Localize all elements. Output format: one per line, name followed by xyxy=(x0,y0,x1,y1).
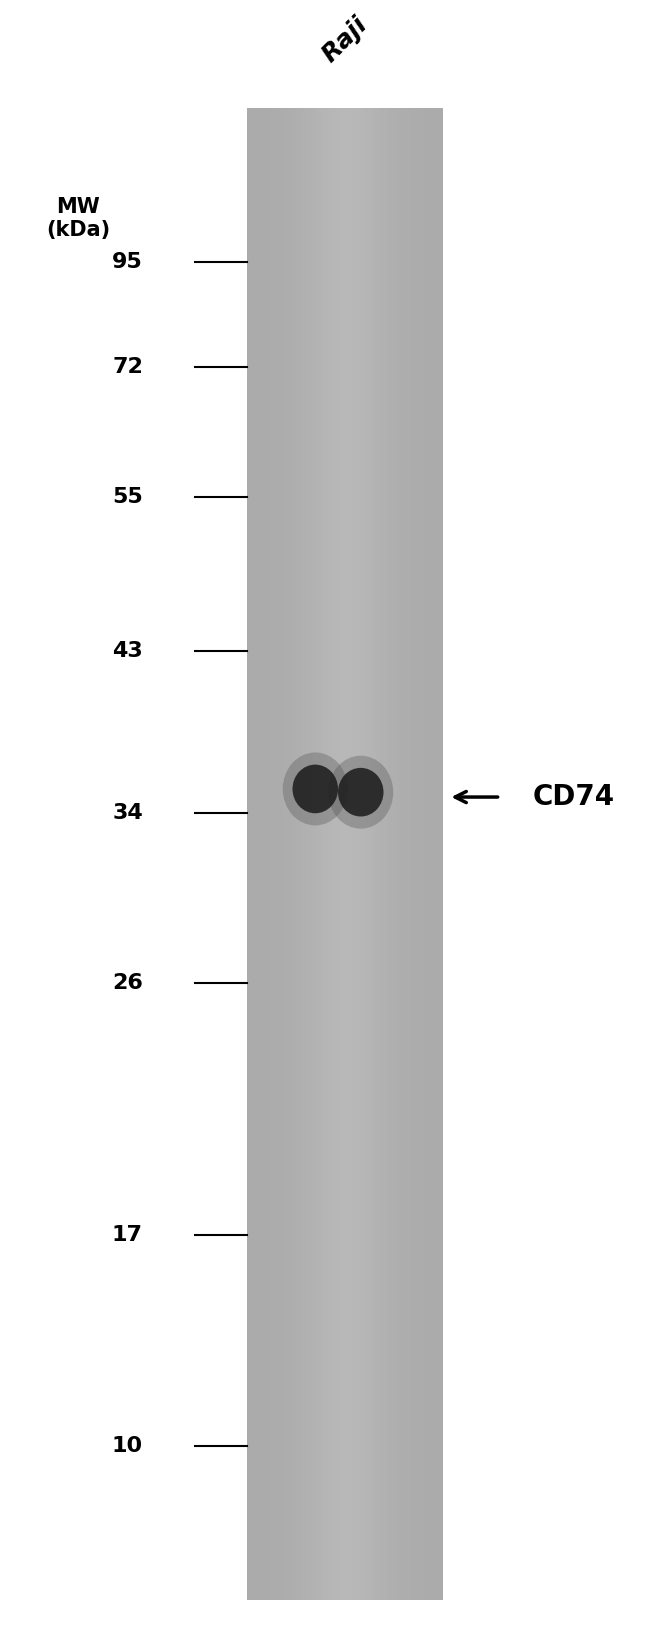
Bar xyxy=(432,108,436,1599)
Bar xyxy=(436,108,439,1599)
Bar xyxy=(309,108,313,1599)
Bar xyxy=(306,108,309,1599)
Bar xyxy=(286,108,290,1599)
Bar xyxy=(419,108,423,1599)
Bar xyxy=(384,108,387,1599)
Bar xyxy=(266,108,270,1599)
Bar xyxy=(358,108,361,1599)
Bar xyxy=(318,108,322,1599)
Bar xyxy=(341,108,345,1599)
Bar xyxy=(361,108,365,1599)
Bar xyxy=(380,108,384,1599)
Bar xyxy=(422,108,426,1599)
Bar xyxy=(322,108,326,1599)
Ellipse shape xyxy=(338,769,384,816)
Bar xyxy=(302,108,306,1599)
Bar xyxy=(257,108,261,1599)
Bar xyxy=(351,108,355,1599)
Bar xyxy=(254,108,257,1599)
Bar xyxy=(280,108,283,1599)
Bar xyxy=(289,108,293,1599)
Bar xyxy=(403,108,407,1599)
Bar xyxy=(325,108,329,1599)
Bar xyxy=(413,108,417,1599)
Bar xyxy=(260,108,264,1599)
Bar xyxy=(312,108,316,1599)
Bar xyxy=(299,108,303,1599)
Bar xyxy=(364,108,368,1599)
Bar xyxy=(315,108,319,1599)
Bar xyxy=(370,108,374,1599)
Ellipse shape xyxy=(292,765,338,813)
Bar xyxy=(390,108,394,1599)
Bar xyxy=(354,108,358,1599)
Text: MW
(kDa): MW (kDa) xyxy=(46,197,110,240)
Bar xyxy=(338,108,342,1599)
Text: 95: 95 xyxy=(112,251,143,273)
Text: 55: 55 xyxy=(112,486,143,508)
Bar xyxy=(344,108,348,1599)
Bar xyxy=(393,108,397,1599)
Bar xyxy=(367,108,371,1599)
Bar xyxy=(292,108,296,1599)
Bar xyxy=(296,108,300,1599)
Bar xyxy=(273,108,277,1599)
Text: 17: 17 xyxy=(112,1224,143,1245)
Bar xyxy=(250,108,254,1599)
Bar xyxy=(406,108,410,1599)
Bar xyxy=(247,108,251,1599)
Bar xyxy=(387,108,391,1599)
Bar xyxy=(332,108,335,1599)
Bar xyxy=(377,108,381,1599)
Bar xyxy=(374,108,378,1599)
Text: 26: 26 xyxy=(112,974,143,994)
Bar xyxy=(270,108,274,1599)
Text: CD74: CD74 xyxy=(533,783,615,811)
Bar xyxy=(396,108,400,1599)
Ellipse shape xyxy=(283,752,348,826)
Bar xyxy=(247,108,442,1599)
Bar xyxy=(328,108,332,1599)
Bar xyxy=(416,108,420,1599)
Bar xyxy=(348,108,352,1599)
Bar xyxy=(283,108,287,1599)
Bar xyxy=(410,108,413,1599)
Bar xyxy=(335,108,339,1599)
Bar xyxy=(426,108,430,1599)
Text: Raji: Raji xyxy=(317,13,372,67)
Bar xyxy=(429,108,433,1599)
Bar xyxy=(400,108,404,1599)
Text: 34: 34 xyxy=(112,803,143,823)
Text: 10: 10 xyxy=(112,1436,143,1456)
Bar xyxy=(439,108,443,1599)
Bar xyxy=(263,108,267,1599)
Text: 43: 43 xyxy=(112,641,143,661)
Text: 72: 72 xyxy=(112,357,143,377)
Bar xyxy=(276,108,280,1599)
Ellipse shape xyxy=(328,756,393,829)
